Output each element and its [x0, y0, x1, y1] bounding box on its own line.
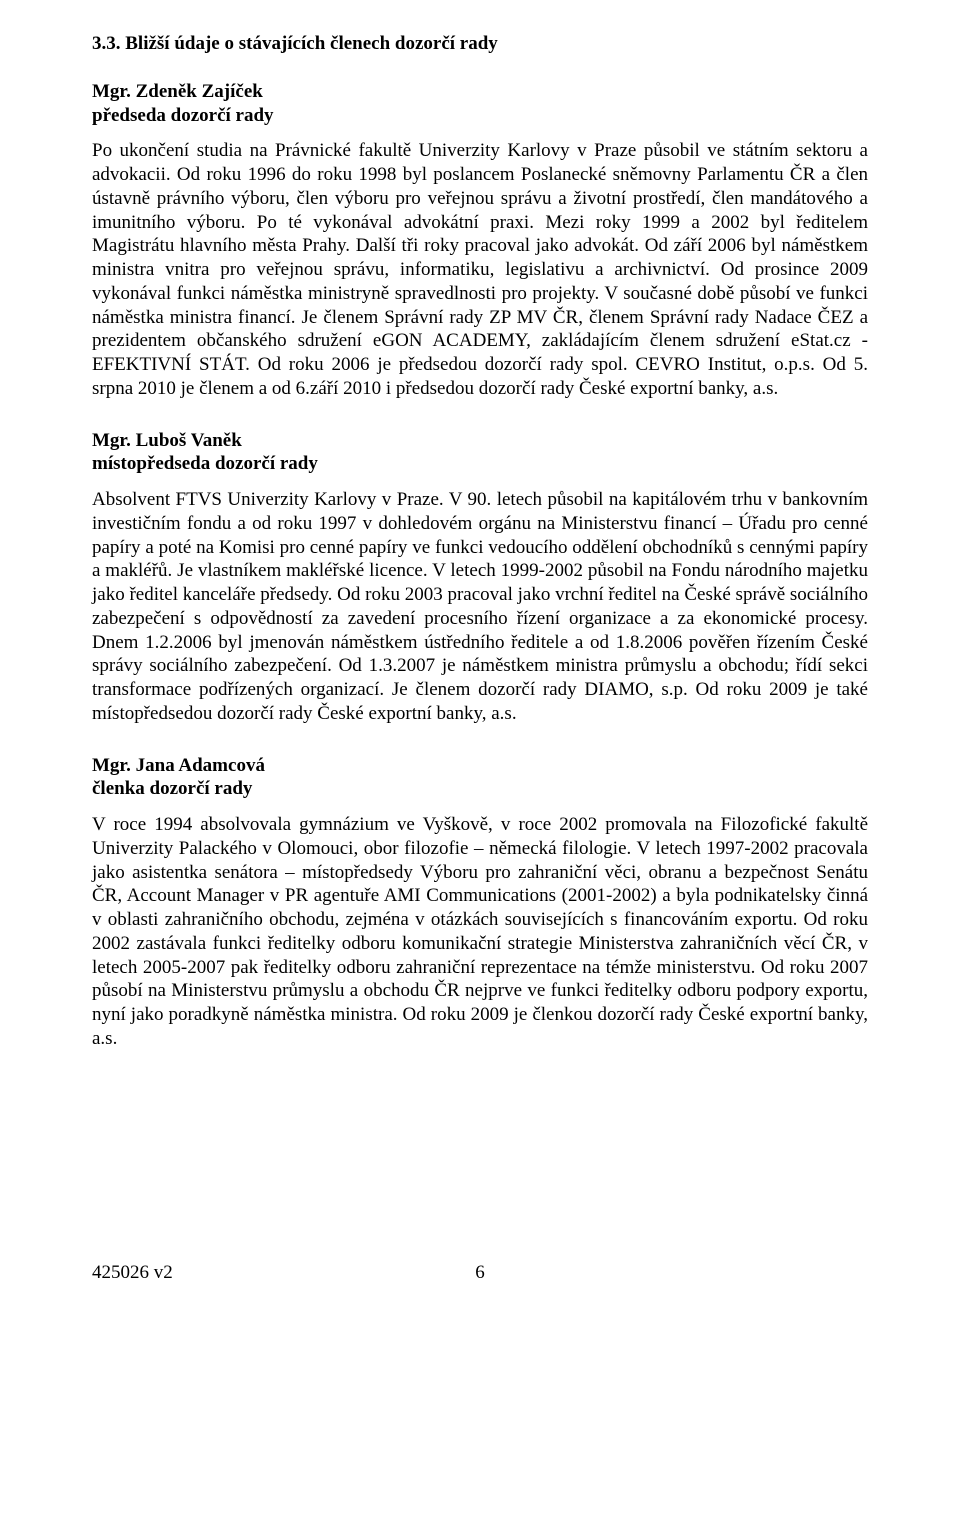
person-block: Mgr. Zdeněk Zajíček předseda dozorčí rad…	[92, 80, 868, 401]
page-footer: 425026 v2 6	[92, 1261, 868, 1285]
person-role: členka dozorčí rady	[92, 777, 868, 801]
person-block: Mgr. Jana Adamcová členka dozorčí rady V…	[92, 754, 868, 1051]
person-block: Mgr. Luboš Vaněk místopředseda dozorčí r…	[92, 429, 868, 726]
person-name: Mgr. Luboš Vaněk	[92, 429, 868, 453]
person-bio: Po ukončení studia na Právnické fakultě …	[92, 139, 868, 400]
section-heading: 3.3. Bližší údaje o stávajících členech …	[92, 32, 868, 56]
person-bio: V roce 1994 absolvovala gymnázium ve Vyš…	[92, 813, 868, 1051]
person-bio: Absolvent FTVS Univerzity Karlovy v Praz…	[92, 488, 868, 726]
person-name: Mgr. Zdeněk Zajíček	[92, 80, 868, 104]
person-role: místopředseda dozorčí rady	[92, 452, 868, 476]
footer-page-number: 6	[475, 1261, 485, 1285]
person-role: předseda dozorčí rady	[92, 104, 868, 128]
footer-doc-id: 425026 v2	[92, 1261, 173, 1285]
person-name: Mgr. Jana Adamcová	[92, 754, 868, 778]
